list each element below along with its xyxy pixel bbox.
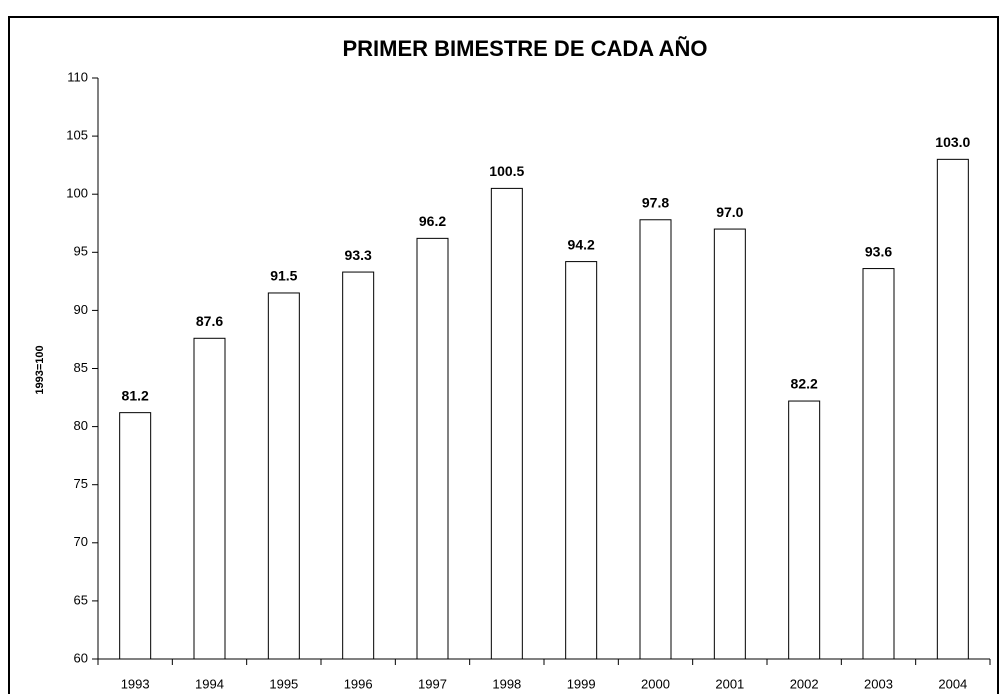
- value-label: 103.0: [935, 134, 970, 150]
- x-tick-label: 2004: [938, 676, 967, 691]
- x-tick-label: 1994: [195, 676, 224, 691]
- x-tick-label: 2003: [864, 676, 893, 691]
- bar: [639, 219, 672, 660]
- y-tick-label: 70: [74, 534, 88, 549]
- y-tick-label: 95: [74, 244, 88, 259]
- x-tick-label: 1993: [121, 676, 150, 691]
- x-tick-label: 2002: [790, 676, 819, 691]
- x-tick-label: 1999: [567, 676, 596, 691]
- y-axis-label: 1993=100: [34, 345, 46, 394]
- value-label: 100.5: [489, 163, 524, 179]
- bar: [936, 158, 969, 660]
- x-tick-label: 2001: [715, 676, 744, 691]
- y-tick-label: 90: [74, 302, 88, 317]
- y-tick-label: 75: [74, 476, 88, 491]
- y-tick-label: 65: [74, 592, 88, 607]
- y-tick-label: 100: [66, 186, 88, 201]
- frame: [8, 16, 999, 694]
- x-tick-label: 1996: [344, 676, 373, 691]
- bar: [862, 268, 895, 660]
- y-tick-label: 80: [74, 418, 88, 433]
- bar: [788, 400, 821, 660]
- chart-title: PRIMER BIMESTRE DE CADA AÑO: [342, 36, 707, 61]
- value-label: 97.0: [716, 204, 743, 220]
- value-label: 81.2: [122, 387, 149, 403]
- bar: [119, 412, 152, 660]
- value-label: 94.2: [568, 236, 595, 252]
- value-label: 82.2: [791, 376, 818, 392]
- bar: [565, 261, 598, 660]
- bar: [490, 187, 523, 660]
- bar: [267, 292, 300, 660]
- y-tick-label: 85: [74, 360, 88, 375]
- bar: [342, 271, 375, 660]
- value-label: 96.2: [419, 213, 446, 229]
- y-tick-label: 60: [74, 650, 88, 665]
- x-tick-label: 2000: [641, 676, 670, 691]
- value-label: 97.8: [642, 194, 669, 210]
- value-label: 91.5: [270, 268, 297, 284]
- x-tick-label: 1998: [492, 676, 521, 691]
- y-tick-label: 110: [67, 69, 88, 84]
- bar: [193, 337, 226, 660]
- y-tick-label: 105: [66, 128, 88, 143]
- value-label: 87.6: [196, 313, 223, 329]
- x-tick-label: 1995: [269, 676, 298, 691]
- value-label: 93.6: [865, 243, 892, 259]
- bar: [416, 237, 449, 660]
- value-label: 93.3: [345, 247, 372, 263]
- bar: [713, 228, 746, 660]
- x-tick-label: 1997: [418, 676, 447, 691]
